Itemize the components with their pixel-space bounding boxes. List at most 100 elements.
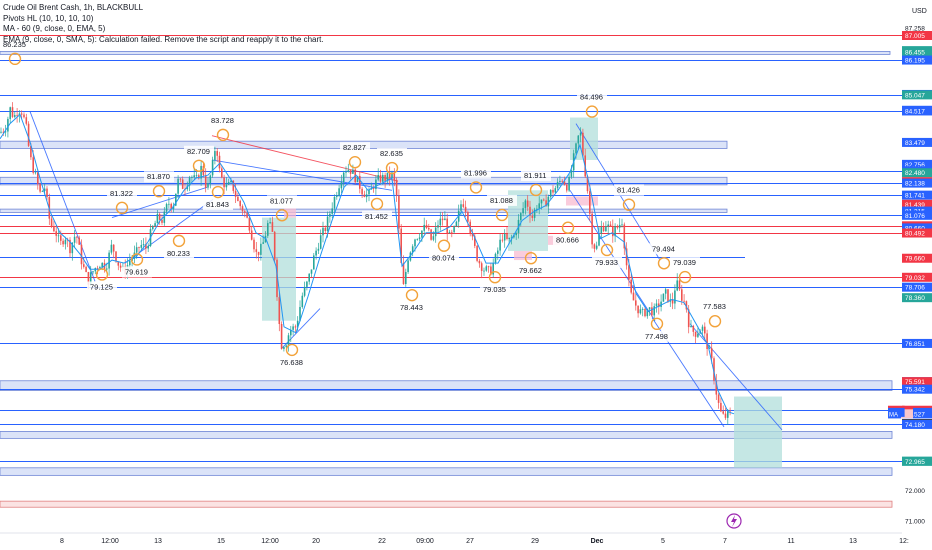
- candle: [9, 106, 11, 123]
- pivot-marker[interactable]: 81.088: [487, 194, 517, 222]
- pivot-label-bg: [87, 281, 117, 293]
- pivot-label-bg: [0, 38, 30, 50]
- candle-body: [329, 213, 331, 217]
- candle-body: [271, 222, 274, 232]
- pivot-marker[interactable]: 81.077: [267, 195, 297, 222]
- price-tick-label: 87.005: [905, 33, 925, 40]
- candle: [529, 200, 531, 223]
- time-tick-label: 8: [60, 538, 64, 545]
- pivot-circle: [216, 128, 230, 142]
- candle: [64, 236, 67, 250]
- candle-body: [605, 226, 607, 232]
- pivot-marker[interactable]: 81.452: [362, 197, 392, 222]
- pivot-marker[interactable]: 86.235: [0, 38, 30, 66]
- pivot-marker[interactable]: 79.035: [480, 270, 510, 296]
- candle-body: [678, 280, 681, 290]
- candle: [577, 135, 580, 151]
- pivot-marker[interactable]: 77.583: [700, 301, 730, 328]
- trend-line-5[interactable]: [569, 190, 656, 321]
- candle: [579, 127, 582, 143]
- pivot-marker[interactable]: 81.426: [614, 184, 644, 211]
- pivot-marker[interactable]: 81.843: [203, 185, 233, 211]
- short-position-box-1[interactable]: [284, 208, 296, 218]
- candle-body: [444, 218, 446, 221]
- candle-body: [717, 394, 720, 403]
- pivot-marker[interactable]: 83.728: [208, 114, 238, 142]
- pivot-marker[interactable]: 79.662: [516, 251, 546, 277]
- candle: [423, 217, 425, 234]
- candle-body: [135, 247, 138, 253]
- candle-body: [147, 246, 149, 249]
- pivot-marker[interactable]: 77.498: [642, 317, 672, 342]
- candle-body: [570, 170, 573, 177]
- pivots-layer: 86.235 79.125 79.619 81.322 81.870 82.709 83.7…: [0, 38, 730, 368]
- candle-body: [398, 195, 400, 229]
- indicator-ema-error[interactable]: EMA (9, close, 0, SMA, 5): Calculation f…: [3, 34, 324, 44]
- trend-line-3[interactable]: [211, 159, 393, 191]
- candle-body: [377, 175, 379, 180]
- pivot-marker[interactable]: 81.911: [521, 169, 551, 197]
- support-zone-4[interactable]: [0, 380, 893, 391]
- trend-line-2[interactable]: [211, 135, 399, 182]
- candle: [499, 233, 501, 256]
- short-position-box-6[interactable]: [566, 196, 598, 206]
- support-zone-6[interactable]: [0, 467, 893, 476]
- long-position-box-7[interactable]: [734, 396, 782, 468]
- pivot-marker[interactable]: 82.709: [184, 145, 214, 172]
- candle: [46, 186, 48, 201]
- trend-line-0[interactable]: [111, 186, 208, 219]
- trend-line-8[interactable]: [29, 111, 96, 282]
- candle: [384, 172, 386, 188]
- lightning-icon[interactable]: [726, 513, 742, 529]
- pivot-marker[interactable]: 80.666: [553, 221, 583, 246]
- pivot-marker[interactable]: 82.635: [377, 148, 407, 175]
- candle-body: [409, 252, 412, 261]
- pivot-marker[interactable]: 80.074: [429, 239, 459, 264]
- price-tick-badge: [902, 293, 932, 303]
- support-zone-7[interactable]: [0, 500, 893, 508]
- pivot-label-bg: [203, 199, 233, 211]
- pivot-marker[interactable]: 80.233: [164, 234, 194, 259]
- candle: [549, 189, 552, 200]
- pivot-marker[interactable]: 79.933: [592, 243, 622, 268]
- pivot-marker[interactable]: 81.870: [144, 171, 174, 198]
- pivot-marker[interactable]: 81.996: [461, 167, 491, 194]
- candle-body: [322, 227, 324, 236]
- long-position-box-5[interactable]: [570, 117, 598, 160]
- moving-average-line[interactable]: [0, 113, 735, 415]
- trend-line-6[interactable]: [689, 323, 783, 431]
- indicator-pivots[interactable]: Pivots HL (10, 10, 10, 10): [3, 13, 94, 23]
- short-position-box-3[interactable]: [514, 250, 532, 261]
- candle: [522, 202, 524, 217]
- support-zone-5[interactable]: [0, 431, 893, 439]
- candle-body: [195, 175, 198, 177]
- pivot-marker[interactable]: 76.638: [277, 343, 307, 368]
- price-tick: 78.360: [902, 293, 932, 303]
- symbol-title[interactable]: Crude Oil Brent Cash, 1h, BLACKBULL: [3, 3, 144, 12]
- candle: [566, 182, 568, 193]
- candle: [347, 163, 350, 173]
- candle-body: [566, 184, 568, 191]
- price-tick-badge: [902, 159, 932, 169]
- time-tick-label: 29: [531, 538, 539, 545]
- candle-body: [0, 131, 2, 133]
- candle-body: [140, 244, 143, 248]
- candle-body: [232, 180, 235, 191]
- pivot-marker[interactable]: 84.496: [577, 91, 607, 118]
- candle: [273, 230, 276, 263]
- pivot-marker[interactable]: 79.494: [649, 243, 679, 270]
- pivot-marker[interactable]: 79.039: [670, 257, 700, 284]
- price-tick-label: 87.258: [905, 25, 925, 32]
- indicator-ma[interactable]: MA - 60 (9, close, 0, EMA, 5): [3, 24, 106, 33]
- pivot-marker[interactable]: 78.443: [397, 288, 427, 314]
- pivot-label: 76.638: [280, 358, 303, 367]
- pivot-marker[interactable]: 81.322: [107, 187, 137, 215]
- price-tick: 87.258: [905, 25, 925, 32]
- pivot-marker[interactable]: 79.125: [87, 268, 117, 293]
- pivot-label: 81.077: [270, 196, 293, 205]
- support-zone-0[interactable]: [0, 51, 891, 55]
- pivot-marker[interactable]: 82.827: [340, 142, 370, 169]
- candle: [179, 177, 182, 183]
- pivot-marker[interactable]: 79.619: [122, 253, 152, 278]
